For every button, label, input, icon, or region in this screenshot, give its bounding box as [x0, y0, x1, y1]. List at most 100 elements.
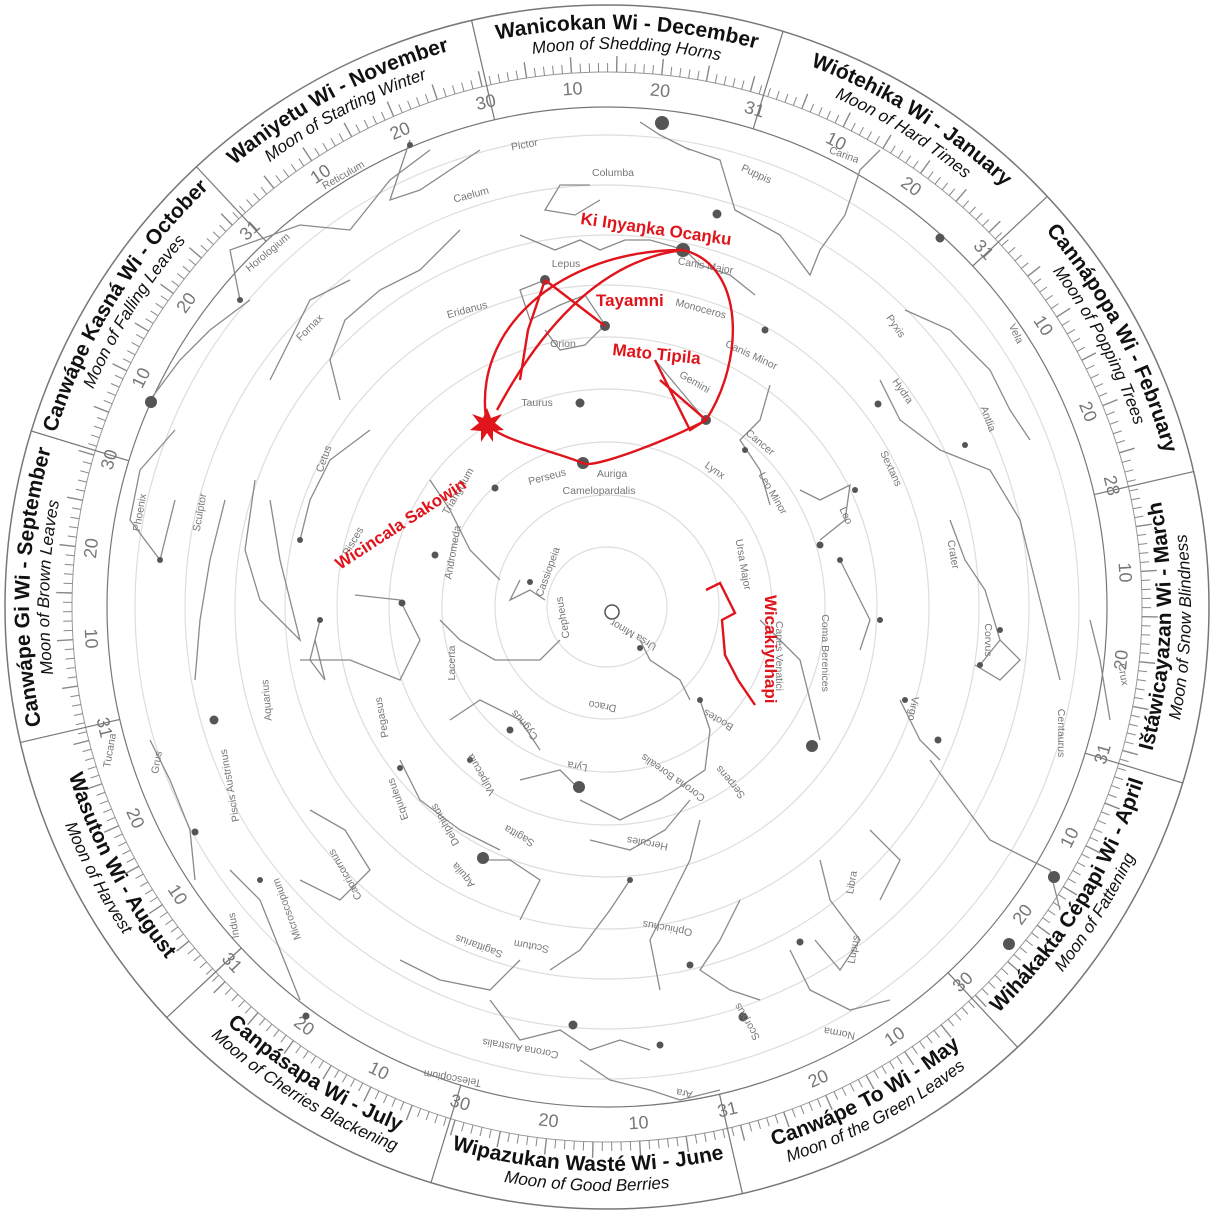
day-tick — [1122, 749, 1139, 756]
day-tick — [224, 987, 232, 995]
day-tick — [818, 107, 823, 116]
day-tick — [766, 1117, 770, 1127]
day-tick — [386, 101, 395, 117]
day-tick — [1001, 239, 1009, 247]
day-tick — [106, 816, 116, 822]
day-number: 20 — [1075, 399, 1101, 425]
day-number: 20 — [537, 1109, 559, 1131]
month-separator — [1094, 470, 1194, 496]
label-wicakiyuhapi: Wicakiyuhapi — [761, 595, 780, 704]
day-tick — [657, 1139, 660, 1149]
day-tick — [533, 67, 537, 77]
day-tick — [211, 974, 220, 982]
day-tick — [825, 1094, 833, 1111]
day-tick — [834, 114, 840, 124]
day-tick — [265, 1023, 273, 1032]
day-tick — [124, 865, 140, 875]
day-tick — [569, 57, 573, 74]
day-tick — [889, 1061, 895, 1070]
constellation-name: Indus — [226, 912, 242, 939]
day-tick — [232, 211, 240, 220]
day-tick — [808, 1102, 813, 1111]
constellation-name: Lepus — [552, 258, 581, 270]
day-tick — [688, 69, 691, 79]
day-tick — [809, 103, 815, 113]
day-tick — [126, 857, 135, 863]
day-tick — [213, 981, 226, 994]
day-tick — [442, 88, 447, 97]
day-tick — [302, 147, 313, 162]
day-tick — [1139, 552, 1149, 554]
day-tick — [1045, 294, 1054, 301]
constellation-lines — [129, 121, 1111, 1101]
north-pole — [604, 604, 620, 620]
day-tick — [1129, 488, 1139, 492]
constellation-name: Cepheus — [553, 596, 572, 639]
label-ki-inyanka: Ki Iŋyaŋka Ocaŋku — [579, 209, 732, 249]
constellation-name: Taurus — [521, 397, 553, 409]
day-tick — [470, 80, 474, 90]
month-separator — [752, 31, 784, 130]
constellation-name: Corvus — [982, 623, 994, 656]
tayamni-lines — [544, 279, 606, 327]
day-number: 10 — [164, 881, 192, 909]
day-tick — [405, 1105, 413, 1121]
constellation-names: PictorColumbaCarinaPuppisCaelumReticulum… — [101, 137, 1131, 1101]
day-tick — [841, 1087, 847, 1096]
day-tick — [1039, 286, 1048, 293]
day-tick — [253, 193, 260, 201]
day-tick — [1104, 802, 1120, 810]
day-tick — [523, 62, 528, 79]
constellation-name: Crux — [1115, 663, 1131, 688]
constellation-name: Lyra — [566, 758, 588, 773]
day-number: 20 — [122, 805, 148, 831]
constellation-name: Delphinus — [429, 801, 463, 847]
day-tick — [416, 97, 421, 107]
constellation-name: Corona Australis — [481, 1035, 559, 1060]
inner-hoop — [495, 248, 684, 411]
day-tick — [849, 1083, 855, 1092]
day-tick — [1072, 870, 1081, 876]
day-tick — [961, 1007, 969, 1015]
constellation-name: Lacerta — [446, 645, 458, 680]
constellation-name: Sextans — [877, 449, 904, 488]
day-number: 20 — [897, 172, 925, 200]
day-tick — [59, 543, 76, 548]
day-tick — [61, 685, 78, 690]
day-tick — [833, 1091, 839, 1100]
day-tick — [363, 119, 369, 129]
day-tick — [1128, 723, 1138, 727]
day-tick — [434, 1114, 439, 1124]
day-tick — [187, 947, 196, 955]
day-tick — [343, 122, 353, 138]
day-tick — [919, 160, 931, 174]
day-tick — [1062, 885, 1078, 896]
day-number: 10 — [81, 628, 102, 649]
constellation-name: Phoenix — [131, 492, 150, 532]
constellation-name: Caelum — [452, 185, 490, 206]
day-tick — [342, 1074, 348, 1083]
day-tick — [515, 70, 519, 80]
month-separator — [972, 195, 1048, 267]
constellation-name: Ophiuchus — [642, 918, 694, 939]
day-tick — [82, 748, 92, 753]
constellation-name: Pyxis — [883, 313, 907, 340]
day-tick — [70, 516, 80, 520]
day-tick — [77, 479, 87, 483]
day-tick — [705, 65, 711, 82]
constellation-name: Perseus — [527, 466, 567, 488]
day-tick — [1057, 894, 1067, 900]
day-tick — [1014, 254, 1023, 262]
day-tick — [648, 1140, 651, 1150]
constellation-name: Pegasus — [373, 696, 392, 738]
day-tick — [86, 783, 103, 790]
day-tick — [670, 66, 673, 76]
day-tick — [112, 363, 128, 372]
day-tick — [1008, 246, 1016, 254]
day-tick — [1140, 643, 1150, 645]
day-tick — [155, 302, 164, 309]
day-tick — [865, 1074, 875, 1090]
day-tick — [87, 443, 97, 447]
month-subtitle: Moon of Cherries Blackening — [208, 1025, 401, 1155]
day-number: 28 — [1100, 473, 1124, 497]
